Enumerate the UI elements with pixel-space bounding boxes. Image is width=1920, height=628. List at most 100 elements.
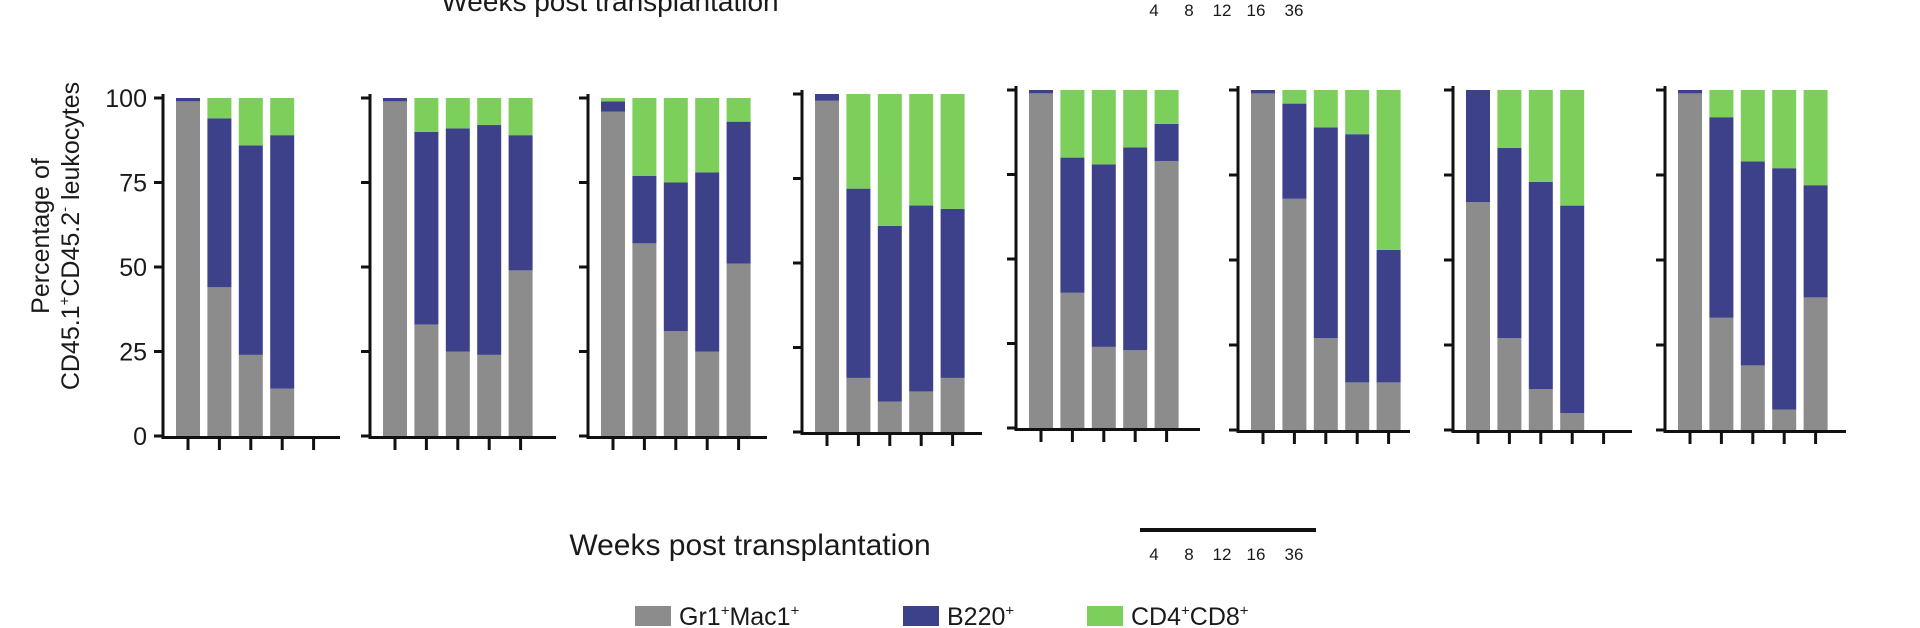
- bar-segment-gr1: [1376, 382, 1401, 430]
- chart-panel: [1229, 86, 1410, 444]
- bar-segment-gr1: [1313, 338, 1338, 430]
- bar-segment-gr1: [414, 324, 439, 436]
- bar-segment-gr1: [1282, 198, 1307, 430]
- bar-segment-gr1: [1772, 409, 1797, 430]
- bar-segment-b220: [445, 128, 470, 352]
- top-cut-tick-label: 36: [1285, 1, 1304, 20]
- top-cut-tick-label: 4: [1149, 1, 1158, 20]
- bar-segment-cd48: [940, 94, 965, 209]
- bar-segment-cd48: [1772, 90, 1797, 169]
- label-part: CD45.2: [57, 212, 85, 297]
- scale-tick-label: 4: [1149, 545, 1158, 564]
- bar-segment-cd48: [877, 94, 902, 226]
- legend-swatch-cd48: [1087, 606, 1123, 626]
- bar-segment-b220: [1497, 147, 1522, 339]
- bar-segment-gr1: [238, 354, 263, 436]
- bar-segment-gr1: [695, 351, 720, 436]
- bar-segment-cd48: [238, 98, 263, 146]
- bar-segment-gr1: [1740, 365, 1765, 430]
- bar-segment-b220: [1345, 134, 1370, 383]
- bar-segment-cd48: [1740, 90, 1765, 162]
- bar-segment-cd48: [1709, 90, 1734, 118]
- bar-segment-gr1: [940, 377, 965, 432]
- bar-segment-cd48: [1560, 90, 1585, 206]
- bar-segment-gr1: [270, 388, 295, 436]
- chart-panel: [1444, 86, 1632, 444]
- bar-segment-gr1: [508, 270, 533, 436]
- bar-segment-b220: [477, 125, 502, 355]
- bar-segment-b220: [1803, 185, 1828, 298]
- legend-label-cd48: CD4+CD8+: [1131, 603, 1249, 628]
- bar-segment-cd48: [1154, 90, 1179, 124]
- y-tick-label: 50: [119, 254, 147, 282]
- superscript: +: [1005, 603, 1014, 620]
- scale-tick-label: 36: [1285, 545, 1304, 564]
- top-cut-xlabel: Weeks post transplantation: [441, 0, 778, 17]
- bar-segment-cd48: [663, 98, 688, 183]
- bar-segment-b220: [1029, 90, 1053, 94]
- bar-segment-cd48: [1803, 90, 1828, 186]
- bar-segment-cd48: [1282, 90, 1307, 104]
- bar-segment-b220: [1376, 249, 1401, 383]
- bar-segment-b220: [414, 131, 439, 325]
- bar-segment-b220: [846, 188, 871, 378]
- bar-segment-b220: [1123, 147, 1148, 351]
- bar-segment-gr1: [445, 351, 470, 436]
- y-tick-label: 25: [119, 339, 147, 367]
- bar-segment-cd48: [601, 98, 625, 102]
- y-tick-label: 0: [133, 423, 147, 451]
- bar-segment-cd48: [695, 98, 720, 173]
- bar-segment-b220: [1251, 90, 1275, 94]
- label-part: CD4: [1131, 603, 1181, 628]
- label-part: leukocytes: [57, 82, 85, 207]
- bar-segment-b220: [1154, 123, 1179, 161]
- chart-panel: [579, 94, 767, 450]
- bar-segment-gr1: [909, 391, 934, 432]
- superscript: -: [57, 207, 74, 212]
- bar-segment-cd48: [477, 98, 502, 126]
- legend-label-b220: B220+: [947, 603, 1014, 628]
- bar-segment-b220: [1528, 181, 1553, 390]
- y-tick-label: 100: [105, 85, 147, 113]
- bar-segment-cd48: [1376, 90, 1401, 250]
- bar-segment-gr1: [846, 377, 871, 432]
- bar-segment-b220: [1466, 90, 1490, 203]
- chart-panel: [361, 94, 556, 450]
- bar-segment-b220: [176, 98, 200, 102]
- bar-segment-cd48: [270, 98, 295, 136]
- bar-segment-gr1: [1678, 93, 1702, 431]
- bar-segment-cd48: [1528, 90, 1553, 182]
- bar-segment-gr1: [1345, 382, 1370, 430]
- bar-segment-b220: [207, 118, 232, 288]
- bar-segment-gr1: [815, 100, 839, 432]
- legend-swatch-b220: [903, 606, 939, 626]
- bar-segment-b220: [1772, 168, 1797, 410]
- bar-segment-gr1: [726, 263, 751, 436]
- bar-segment-gr1: [477, 354, 502, 436]
- superscript: +: [1181, 603, 1190, 620]
- chart-panel: [1007, 86, 1200, 442]
- bar-segment-cd48: [632, 98, 657, 176]
- bar-segment-b220: [383, 98, 407, 102]
- bar-segment-b220: [1091, 164, 1116, 347]
- superscript: +: [721, 603, 730, 620]
- bar-segment-gr1: [1709, 317, 1734, 430]
- bar-segment-gr1: [663, 331, 688, 436]
- bar-segment-b220: [1678, 90, 1702, 94]
- bar-segment-b220: [1060, 157, 1085, 293]
- bar-segment-gr1: [1123, 350, 1148, 428]
- bar-segment-gr1: [1803, 297, 1828, 430]
- bar-segment-b220: [940, 208, 965, 378]
- bar-segment-b220: [601, 101, 625, 112]
- bar-segment-cd48: [207, 98, 232, 119]
- y-tick-label: 75: [119, 170, 147, 198]
- bar-segment-cd48: [726, 98, 751, 122]
- bar-segment-b220: [726, 121, 751, 264]
- bar-segment-gr1: [1029, 93, 1053, 428]
- bar-segment-gr1: [1251, 93, 1275, 431]
- bar-segment-gr1: [1497, 338, 1522, 430]
- bar-segment-b220: [815, 94, 839, 101]
- bar-segment-cd48: [508, 98, 533, 136]
- bar-segment-b220: [1709, 117, 1734, 318]
